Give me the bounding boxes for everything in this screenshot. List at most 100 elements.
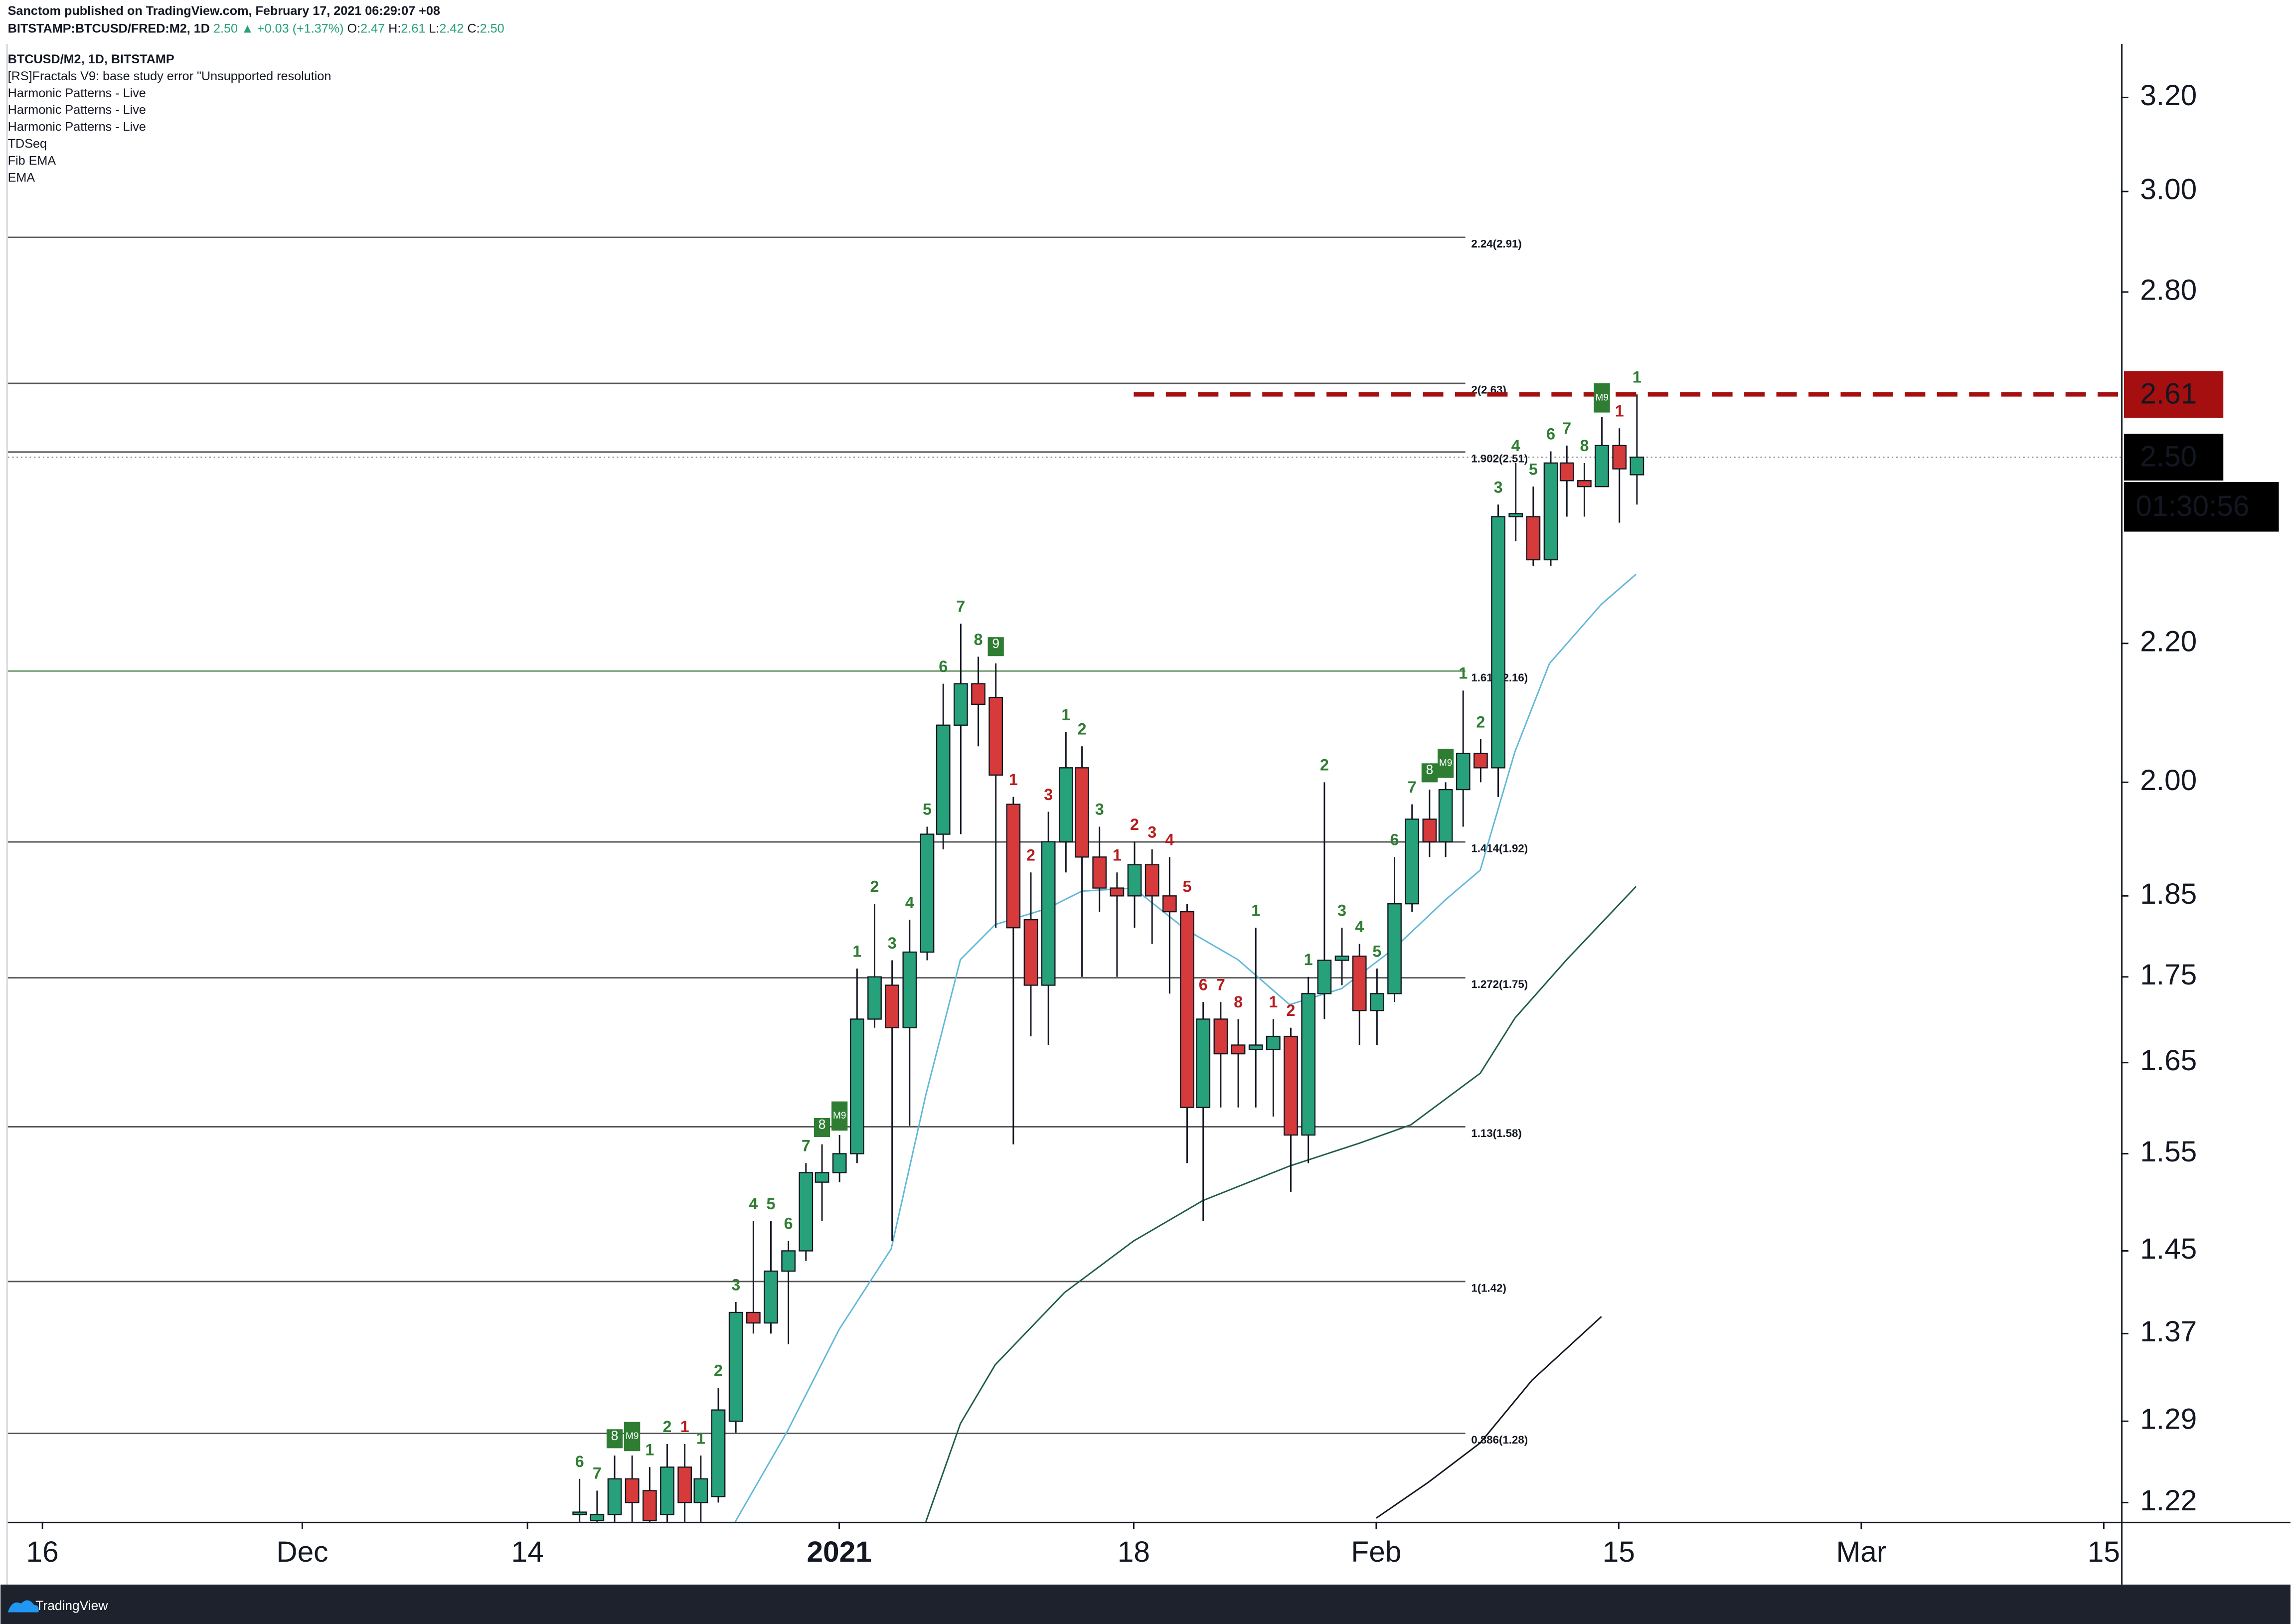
footer-bar	[0, 1584, 2291, 1624]
price-label: 2.61	[2140, 378, 2197, 410]
ohlc-value: 2.47	[360, 21, 385, 35]
candle-body	[1162, 895, 1177, 913]
y-tick-label: 2.00	[2140, 764, 2197, 797]
price-label: 2.50	[2140, 441, 2197, 473]
td-box	[624, 1422, 641, 1452]
candle-body	[1180, 911, 1194, 1108]
ohlc-key: O:	[347, 21, 361, 35]
symbol-line: BITSTAMP:BTCUSD/FRED:M2, 1D 2.50 ▲ +0.03…	[8, 21, 504, 35]
candle-body	[1145, 864, 1159, 897]
td-label: 7	[1562, 419, 1571, 437]
countdown-box	[2124, 482, 2279, 532]
price-label-box	[2124, 371, 2224, 418]
td-label: 8	[1234, 993, 1243, 1011]
y-tick-label: 3.20	[2140, 79, 2197, 112]
td-label: 7	[956, 597, 965, 615]
td-label: 6	[939, 657, 948, 675]
fib-label: 0.886(1.28)	[1471, 1434, 1528, 1446]
indicator-line	[1376, 1316, 1602, 1519]
publisher: Sanctom published on TradingView.com, Fe…	[8, 4, 440, 18]
td-label: 4	[749, 1195, 758, 1213]
td-label: 8	[974, 631, 983, 649]
td-label: 5	[1183, 877, 1192, 895]
candle-body	[1612, 445, 1627, 470]
td-label: 3	[888, 934, 897, 952]
td-label: 7	[1216, 976, 1225, 994]
study-name: Fib EMA	[8, 154, 56, 168]
td-label: 6	[1390, 831, 1399, 849]
candle-body	[625, 1478, 640, 1503]
candle-body	[1213, 1018, 1228, 1055]
candle-body	[1196, 1018, 1211, 1108]
x-tick-label: 18	[1118, 1536, 1150, 1568]
td-label: 3	[731, 1276, 740, 1294]
x-tick-label: Mar	[1836, 1536, 1886, 1568]
candle-body	[607, 1478, 622, 1515]
td-label: 3	[1095, 801, 1104, 818]
td-label: 1	[1459, 664, 1468, 682]
candle-body	[1508, 513, 1523, 517]
td-box	[606, 1429, 623, 1449]
y-tick-label: 1.55	[2140, 1136, 2197, 1168]
candle-body	[711, 1409, 726, 1497]
candle-body	[1231, 1044, 1246, 1055]
candle-body	[1352, 956, 1367, 1011]
td-label: 6	[784, 1215, 793, 1233]
td-label: 4	[905, 893, 914, 911]
brand[interactable]: TradingView	[35, 1598, 108, 1613]
td-label: 7	[593, 1464, 602, 1482]
td-label: 5	[1372, 942, 1381, 960]
fib-label: 1.902(2.51)	[1471, 452, 1528, 465]
x-tick-label: 2021	[807, 1536, 871, 1568]
td-label: 7	[802, 1137, 811, 1155]
candle-body	[920, 833, 935, 953]
candle-body	[1284, 1035, 1298, 1136]
td-label: 2	[1476, 713, 1485, 731]
td-label: 1	[852, 942, 861, 960]
candle-body	[1595, 445, 1609, 487]
td-label: 1	[680, 1418, 689, 1436]
td-label: 1	[1304, 951, 1313, 969]
td-label: 2	[1287, 1001, 1296, 1019]
candle-body	[1006, 804, 1021, 929]
candle-body	[832, 1153, 847, 1173]
td-label: 1	[1061, 706, 1070, 724]
td-label: 1	[1113, 846, 1122, 864]
td-label: 8	[611, 1428, 619, 1443]
x-tick-label: 16	[26, 1536, 59, 1568]
td-label: 7	[1408, 778, 1417, 796]
td-box	[814, 1118, 830, 1137]
x-tick-label: 14	[511, 1536, 544, 1568]
candle-body	[746, 1311, 761, 1324]
candle-body	[1405, 818, 1420, 905]
candle-body	[1526, 516, 1541, 561]
candle-body	[764, 1270, 778, 1324]
study-name: TDSeq	[8, 137, 47, 151]
candle-body	[936, 724, 951, 835]
td-label: 5	[1529, 460, 1538, 478]
candle-body	[1075, 767, 1089, 858]
candle-body	[1127, 864, 1142, 897]
axes: 1.22 1.29 1.37 1.45 1.55 1.65 1.75 1.85 2.00 2.20…	[26, 79, 2279, 1568]
y-tick-label: 2.80	[2140, 274, 2197, 306]
td-label: 8	[1426, 762, 1434, 777]
candle-body	[849, 1018, 864, 1154]
candle-body	[971, 683, 985, 705]
candle-body	[1301, 993, 1316, 1136]
candle-body	[642, 1490, 657, 1521]
td-label: 1	[1615, 402, 1624, 420]
study-name: [RS]Fractals V9: base study error "Unsup…	[8, 69, 331, 83]
candle-body	[1456, 753, 1471, 791]
candle-body	[815, 1172, 829, 1183]
countdown: 01:30:56	[2135, 490, 2249, 522]
y-tick-label: 1.85	[2140, 878, 2197, 910]
candle-body	[1577, 480, 1592, 487]
study-name: Harmonic Patterns - Live	[8, 86, 146, 100]
td-box	[987, 637, 1004, 656]
ohlc-key: L:	[429, 21, 439, 35]
td-label: 3	[1494, 478, 1503, 496]
y-tick-label: 1.65	[2140, 1044, 2197, 1077]
